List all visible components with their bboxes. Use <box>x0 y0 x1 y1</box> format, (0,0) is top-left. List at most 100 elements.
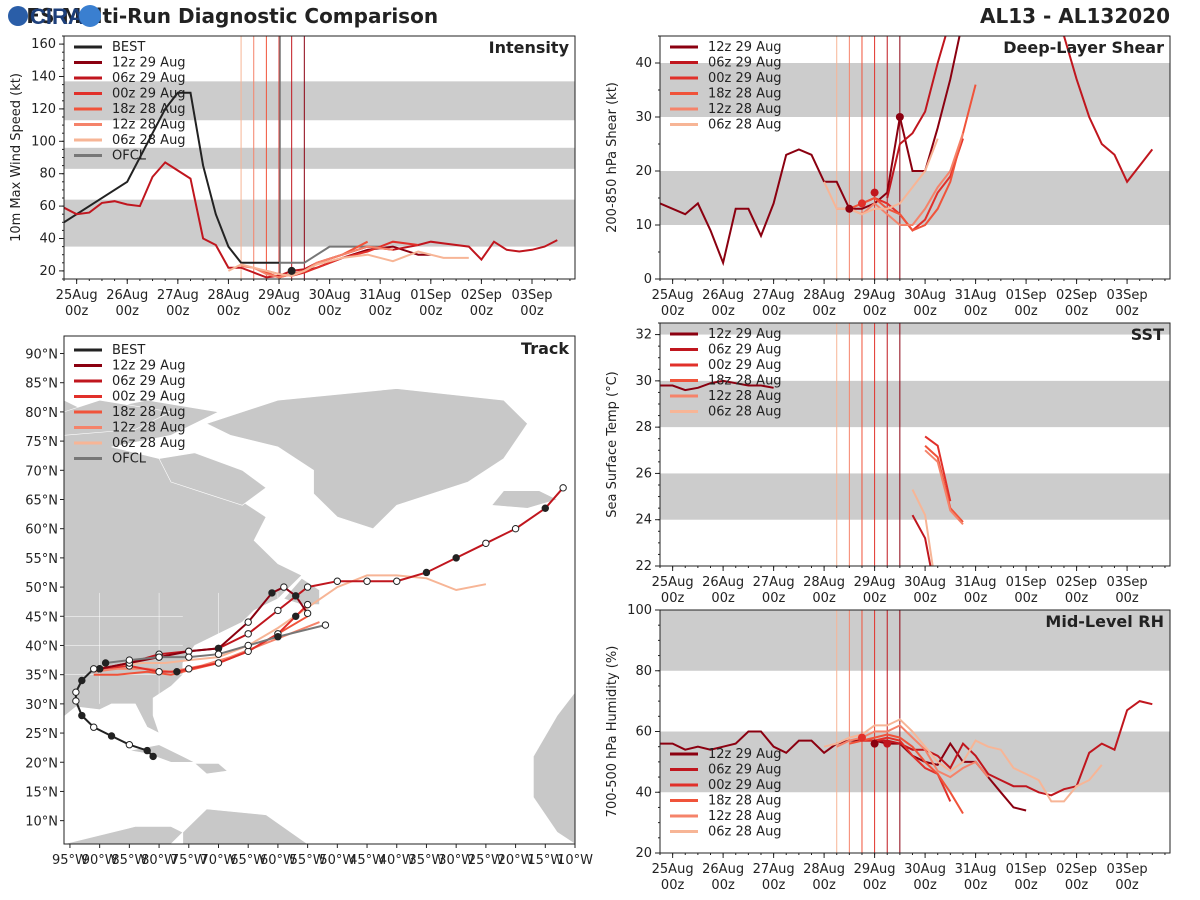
track-position-marker <box>303 583 312 591</box>
track-lon-label: 60°W <box>260 853 296 868</box>
rh-plot-area <box>660 610 1170 853</box>
rh-series-line <box>849 733 964 815</box>
rh-series-line <box>660 730 1027 812</box>
intensity-legend-label: 12z 29 Aug <box>112 56 186 71</box>
logo-swirl-icon <box>79 5 101 27</box>
track-lat-label: 15°N <box>25 785 58 800</box>
sst-xtick-label: 28Aug <box>803 575 845 590</box>
shear-marker <box>845 204 854 213</box>
rh-xtick-label: 29Aug <box>854 862 896 877</box>
track-lon-label: 50°W <box>319 853 355 868</box>
sst-ylabel: Sea Surface Temp (°C) <box>605 371 620 518</box>
track-lat-label: 55°N <box>25 552 58 567</box>
track-position-marker <box>78 711 86 720</box>
track-line <box>99 603 309 673</box>
intensity-ytick-label: 100 <box>31 134 56 149</box>
track-position-marker <box>90 723 98 731</box>
track-position-marker <box>268 589 276 597</box>
track-lon-label: 40°W <box>379 853 415 868</box>
rh-xtick-label: 26Aug <box>702 862 744 877</box>
sst-ytick-label: 24 <box>635 513 652 528</box>
rh-xtick-label: 03Sep <box>1107 862 1148 877</box>
intensity-xtick-label: 00z <box>267 304 291 319</box>
shear-xtick-label: 02Sep <box>1056 288 1097 303</box>
intensity-xtick-label: 00z <box>116 304 140 319</box>
sst-xtick-label: 00z <box>661 591 685 606</box>
intensity-series-line <box>279 245 381 264</box>
intensity-ytick-label: 120 <box>31 102 56 117</box>
sst-xtick-label: 00z <box>964 591 988 606</box>
shear-legend-label: 12z 29 Aug <box>708 40 782 55</box>
rh-xtick-label: 27Aug <box>753 862 795 877</box>
track-position-marker <box>90 665 98 673</box>
shear-legend-label: 06z 28 Aug <box>708 118 782 133</box>
south-america-landmass <box>182 808 309 844</box>
rh-title: Mid-Level RH <box>1045 612 1164 631</box>
track-position-marker <box>125 656 134 664</box>
intensity-legend-label: OFCL <box>112 149 147 164</box>
rh-legend-label: 00z 29 Aug <box>708 778 782 793</box>
track-position-marker <box>107 732 116 740</box>
track-position-marker <box>422 568 431 577</box>
track-position-marker <box>155 653 163 661</box>
track-panel: 10°N 15°N 20°N 25°N 30°N 35°N 40°N 45°N 50°N 55°N… <box>25 335 593 868</box>
rh-panel: 20 40 60 80 100 700-500 hPa Humidity (%) 25Aug… <box>605 603 1171 893</box>
intensity-xtick-label: 02Sep <box>461 288 502 303</box>
sst-xtick-label: 00z <box>762 591 786 606</box>
rh-marker <box>857 733 866 742</box>
rh-marker <box>883 739 892 748</box>
rh-xtick-label: 28Aug <box>803 862 845 877</box>
rh-xtick-label: 02Sep <box>1056 862 1097 877</box>
shear-legend-label: 00z 29 Aug <box>708 71 782 86</box>
sst-xtick-label: 29Aug <box>854 575 896 590</box>
shear-xtick-label: 00z <box>762 304 786 319</box>
intensity-band <box>64 81 575 121</box>
sst-xtick-label: 00z <box>863 591 887 606</box>
intensity-panel: 20 40 60 80 100 120 140 160 10m Max Wind Speed (… <box>9 35 576 319</box>
shear-xtick-label: 00z <box>913 304 937 319</box>
shear-xtick-label: 03Sep <box>1107 288 1148 303</box>
intensity-xtick-label: 00z <box>65 304 89 319</box>
track-legend-label: 12z 28 Aug <box>112 421 186 436</box>
intensity-xtick-label: 00z <box>470 304 494 319</box>
sst-xtick-label: 31Aug <box>955 575 997 590</box>
intensity-legend-label: 06z 29 Aug <box>112 71 186 86</box>
rh-ytick-label: 20 <box>635 846 652 861</box>
sst-frame <box>659 322 1171 567</box>
intensity-xtick-label: 00z <box>166 304 190 319</box>
shear-ylabel: 200-850 hPa Shear (kt) <box>605 82 620 233</box>
sst-xtick-label: 00z <box>1065 591 1089 606</box>
track-position-marker <box>72 688 80 696</box>
intensity-ytick-label: 140 <box>31 70 56 85</box>
rh-xtick-label: 00z <box>812 878 836 893</box>
intensity-xtick-label: 30Aug <box>309 288 351 303</box>
track-line <box>105 624 326 664</box>
track-lon-label: 45°W <box>349 853 385 868</box>
shear-xtick-label: 30Aug <box>904 288 946 303</box>
track-lat-label: 50°N <box>25 581 58 596</box>
sst-xtick-label: 30Aug <box>904 575 946 590</box>
track-lon-label: 35°W <box>409 853 445 868</box>
shear-legend-label: 06z 29 Aug <box>708 56 782 71</box>
intensity-ytick-label: 40 <box>39 232 56 247</box>
baffin-landmass <box>158 452 267 506</box>
shear-xtick-label: 00z <box>711 304 735 319</box>
intensity-series-line <box>64 91 279 264</box>
shear-marker <box>895 113 904 121</box>
rh-ytick-label: 60 <box>635 725 652 740</box>
intensity-legend-label: 06z 28 Aug <box>112 133 186 148</box>
track-lon-label: 75°W <box>171 853 207 868</box>
shear-series-line <box>823 138 939 216</box>
track-lat-label: 85°N <box>25 377 58 392</box>
storm-id: AL13 - AL132020 <box>980 4 1170 28</box>
track-position-marker <box>78 676 86 685</box>
intensity-ylabel: 10m Max Wind Speed (kt) <box>9 73 24 242</box>
track-position-marker <box>333 577 342 585</box>
track-position-marker <box>321 621 330 629</box>
rh-xtick-label: 01Sep <box>1006 862 1047 877</box>
iberia-landmass <box>574 621 575 669</box>
rh-xtick-label: 25Aug <box>652 862 694 877</box>
shear-xtick-label: 28Aug <box>803 288 845 303</box>
intensity-ytick-label: 160 <box>31 37 56 52</box>
track-position-marker <box>125 741 134 749</box>
